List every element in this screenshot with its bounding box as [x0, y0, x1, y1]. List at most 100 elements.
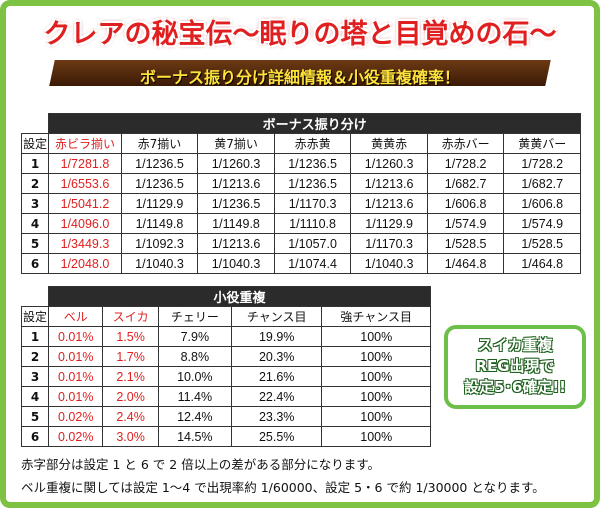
table-cell: 1: [21, 326, 49, 347]
page-title: クレアの秘宝伝～眠りの塔と目覚めの石～: [43, 19, 557, 50]
table-cell: 0.01%: [47, 366, 104, 387]
table-cell: 1/4096.0: [48, 213, 122, 234]
table-cell: 0.01%: [47, 326, 104, 347]
table-cell: 1.7%: [102, 346, 159, 367]
table-cell: 1/1236.5: [120, 173, 199, 194]
column-header: 赤赤黄: [273, 133, 352, 154]
table-cell: 100%: [321, 366, 431, 387]
table-cell: 1/1236.5: [273, 153, 352, 174]
table-cell: 1/1040.3: [197, 253, 275, 274]
table-cell: 1/606.8: [503, 193, 581, 214]
table-cell: 1/1260.3: [350, 153, 428, 174]
setting-confirm-badge: スイカ重複 REG出現で 設定5･6確定!!: [444, 325, 586, 409]
table-cell: 14.5%: [157, 426, 232, 447]
table-cell: 1/1213.6: [197, 233, 275, 254]
column-header: チャンス目: [230, 306, 323, 327]
table-cell: 20.3%: [230, 346, 323, 367]
table-row: 2 1/6553.6 1/1236.5 1/1213.6 1/1236.5 1/…: [20, 173, 581, 194]
table-corner-blank: [22, 114, 49, 134]
table-cell: 1/1074.4: [273, 253, 352, 274]
sub-header-row: 設定 ベル スイカ チェリー チャンス目 強チャンス目: [21, 306, 431, 327]
footnote-bell-overlap: ベル重複に関しては設定 1～4 で出現率約 1/60000、設定 5・6 で約 …: [21, 480, 545, 495]
table-cell: 8.8%: [157, 346, 232, 367]
table-cell: 1/1129.9: [120, 193, 199, 214]
table-row: 2 0.01% 1.7% 8.8% 20.3% 100%: [21, 346, 431, 367]
table-cell: 3: [20, 193, 50, 214]
page-subtitle-text: ボーナス振り分け詳細情報＆小役重複確率！: [139, 68, 460, 87]
table-cell: 1/7281.8: [48, 153, 122, 174]
table-cell: 1/1170.3: [273, 193, 352, 214]
table-corner-blank: [22, 287, 49, 307]
table-cell: 1/2048.0: [48, 253, 122, 274]
table-row: 4 0.01% 2.0% 11.4% 22.4% 100%: [21, 386, 431, 407]
table-row: 3 1/5041.2 1/1129.9 1/1236.5 1/1170.3 1/…: [20, 193, 581, 214]
table-cell: 3: [21, 366, 49, 387]
column-header: 黄黄バー: [503, 133, 581, 154]
table-cell: 3.0%: [102, 426, 159, 447]
table-cell: 100%: [321, 426, 431, 447]
table-row: 4 1/4096.0 1/1149.8 1/1149.8 1/1110.8 1/…: [20, 213, 581, 234]
table-cell: 1/682.7: [426, 173, 505, 194]
table-cell: 2.1%: [102, 366, 159, 387]
column-header: 赤ビラ揃い: [48, 133, 122, 154]
table-cell: 1/1236.5: [120, 153, 199, 174]
table-cell: 1/1110.8: [273, 213, 352, 234]
table-row: 5 0.02% 2.4% 12.4% 23.3% 100%: [21, 406, 431, 427]
table-cell: 1/728.2: [503, 153, 581, 174]
table-cell: 1.5%: [102, 326, 159, 347]
table-cell: 1/6553.6: [48, 173, 122, 194]
column-header: 黄7揃い: [197, 133, 275, 154]
table-cell: 1/1236.5: [197, 193, 275, 214]
table-cell: 1/606.8: [426, 193, 505, 214]
table-cell: 25.5%: [230, 426, 323, 447]
bonus-distribution-table: ボーナス振り分け 設定 赤ビラ揃い 赤7揃い 黄7揃い 赤赤黄 黄黄赤 赤赤バー…: [20, 113, 581, 274]
table-cell: 2: [20, 173, 50, 194]
table-cell: 0.02%: [47, 426, 104, 447]
table-cell: 1/728.2: [426, 153, 505, 174]
table-cell: 100%: [321, 346, 431, 367]
table-cell: 2.4%: [102, 406, 159, 427]
table-row: 5 1/3449.3 1/1092.3 1/1213.6 1/1057.0 1/…: [20, 233, 581, 254]
footnote-red-text: 赤字部分は設定 1 と 6 で 2 倍以上の差がある部分になります。: [21, 457, 380, 472]
table-cell: 1/1040.3: [120, 253, 199, 274]
table-cell: 1/1149.8: [120, 213, 199, 234]
table-cell: 12.4%: [157, 406, 232, 427]
sub-role-overlap-table: 小役重複 設定 ベル スイカ チェリー チャンス目 強チャンス目 1 0.01%…: [21, 286, 431, 447]
table-cell: 21.6%: [230, 366, 323, 387]
table-cell: 1/1213.6: [350, 193, 428, 214]
table-cell: 1/1092.3: [120, 233, 199, 254]
badge-line: スイカ重複: [477, 336, 553, 354]
column-header: チェリー: [157, 306, 232, 327]
column-header: 赤赤バー: [426, 133, 505, 154]
column-header: 設定: [20, 133, 50, 154]
table-cell: 1/528.5: [426, 233, 505, 254]
table-cell: 100%: [321, 406, 431, 427]
table-cell: 100%: [321, 386, 431, 407]
table-cell: 19.9%: [230, 326, 323, 347]
table-cell: 0.01%: [47, 346, 104, 367]
table-cell: 1/464.8: [503, 253, 581, 274]
table-row: 3 0.01% 2.1% 10.0% 21.6% 100%: [21, 366, 431, 387]
table-cell: 0.01%: [47, 386, 104, 407]
table-cell: 1/528.5: [503, 233, 581, 254]
badge-line: REG出現で: [475, 357, 555, 375]
column-header: スイカ: [102, 306, 159, 327]
badge-line: 設定5･6確定!!: [463, 378, 567, 396]
table-cell: 1/5041.2: [48, 193, 122, 214]
table-cell: 1/1149.8: [197, 213, 275, 234]
table-cell: 1/464.8: [426, 253, 505, 274]
table-cell: 2: [21, 346, 49, 367]
table-cell: 1/574.9: [426, 213, 505, 234]
table-cell: 100%: [321, 326, 431, 347]
table-cell: 1/574.9: [503, 213, 581, 234]
bonus-table-caption: ボーナス振り分け: [48, 113, 581, 134]
table-cell: 2.0%: [102, 386, 159, 407]
page-subtitle: ボーナス振り分け詳細情報＆小役重複確率！: [0, 64, 600, 88]
table-cell: 1/1213.6: [350, 173, 428, 194]
table-cell: 1: [20, 153, 50, 174]
table-cell: 22.4%: [230, 386, 323, 407]
table-cell: 7.9%: [157, 326, 232, 347]
table-cell: 1/1236.5: [273, 173, 352, 194]
table-row: 1 1/7281.8 1/1236.5 1/1260.3 1/1236.5 1/…: [20, 153, 581, 174]
